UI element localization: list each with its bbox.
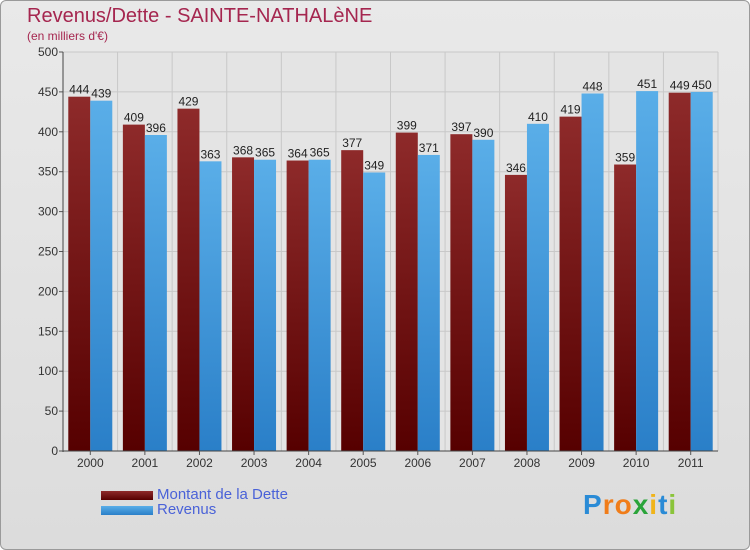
y-tick-label: 200 xyxy=(38,284,58,298)
y-tick-label: 150 xyxy=(38,324,58,338)
bar-revenus xyxy=(254,159,277,452)
data-label-dette: 364 xyxy=(288,147,308,161)
x-tick-label: 2001 xyxy=(132,456,159,470)
bar-revenus xyxy=(199,161,222,452)
x-tick-label: 2011 xyxy=(678,456,704,470)
data-label-revenus: 365 xyxy=(310,146,330,160)
data-label-revenus: 365 xyxy=(255,146,275,160)
bars xyxy=(68,91,713,452)
bar-dette xyxy=(341,150,364,452)
y-tick-label: 500 xyxy=(38,45,58,59)
bar-dette xyxy=(395,132,418,451)
bar-dette xyxy=(286,160,309,451)
grid xyxy=(62,51,719,452)
legend-label-revenus: Revenus xyxy=(157,501,217,518)
bar-dette xyxy=(177,108,200,452)
bar-dette xyxy=(450,134,473,451)
x-tick-label: 2004 xyxy=(295,456,322,470)
logo-letter: x xyxy=(632,489,650,520)
data-label-dette: 399 xyxy=(397,119,417,133)
bar-revenus xyxy=(417,154,440,451)
y-tick-label: 400 xyxy=(38,125,58,139)
y-tick-label: 450 xyxy=(38,85,58,99)
data-label-revenus: 349 xyxy=(364,158,384,172)
bar-revenus xyxy=(90,100,113,451)
bar-dette xyxy=(68,96,91,452)
data-label-dette: 359 xyxy=(615,151,635,165)
bar-dette xyxy=(614,164,637,451)
data-label-revenus: 363 xyxy=(200,147,220,161)
x-tick-label: 2009 xyxy=(568,456,595,470)
bar-revenus xyxy=(690,91,713,452)
logo-letter: r xyxy=(602,489,615,520)
x-tick-label: 2008 xyxy=(514,456,541,470)
bar-revenus xyxy=(581,93,604,451)
proxiti-logo: Proxiti xyxy=(583,489,677,521)
x-tick-label: 2002 xyxy=(186,456,213,470)
bar-revenus xyxy=(636,91,659,452)
data-label-revenus: 439 xyxy=(91,87,111,101)
logo-letter: t xyxy=(658,489,669,520)
data-label-dette: 429 xyxy=(178,95,198,109)
data-label-revenus: 450 xyxy=(692,78,712,92)
logo-letter: i xyxy=(668,489,678,520)
y-tick-label: 300 xyxy=(38,205,58,219)
data-label-dette: 397 xyxy=(451,120,471,134)
logo-letter: i xyxy=(649,489,659,520)
data-label-dette: 444 xyxy=(69,83,89,97)
chart-subtitle: (en milliers d'€) xyxy=(27,29,108,43)
data-label-dette: 449 xyxy=(670,79,690,93)
x-tick-label: 2006 xyxy=(404,456,431,470)
data-label-dette: 368 xyxy=(233,143,253,157)
data-label-revenus: 410 xyxy=(528,110,548,124)
bar-dette xyxy=(668,92,691,451)
legend-swatch-dette xyxy=(101,491,153,500)
bar-dette xyxy=(232,157,255,451)
bar-dette xyxy=(559,116,582,451)
x-tick-label: 2005 xyxy=(350,456,377,470)
data-label-dette: 419 xyxy=(561,103,581,117)
bar-revenus xyxy=(526,123,549,451)
data-label-revenus: 371 xyxy=(419,141,439,155)
y-tick-label: 0 xyxy=(51,444,58,458)
x-tick-label: 2007 xyxy=(459,456,486,470)
bar-revenus xyxy=(363,172,386,452)
y-tick-label: 350 xyxy=(38,165,58,179)
axes: 0 50 100 150 200 250 300 350 400 450 500 2000 2001 20… xyxy=(38,45,718,470)
y-tick-label: 250 xyxy=(38,245,58,259)
bar-dette xyxy=(122,124,145,452)
legend-label-dette: Montant de la Dette xyxy=(157,486,288,503)
data-label-revenus: 451 xyxy=(637,77,657,91)
legend-swatch-revenus xyxy=(101,506,153,515)
logo-letter: P xyxy=(583,489,603,520)
chart-title: Revenus/Dette - SAINTE-NATHALèNE xyxy=(27,5,373,27)
data-label-revenus: 396 xyxy=(146,121,166,135)
data-label-dette: 409 xyxy=(124,111,144,125)
bar-dette xyxy=(504,174,527,451)
data-label-revenus: 390 xyxy=(473,126,493,140)
x-tick-label: 2000 xyxy=(77,456,104,470)
bar-revenus xyxy=(144,134,167,451)
logo-letter: o xyxy=(614,489,633,520)
x-tick-label: 2010 xyxy=(623,456,650,470)
y-tick-label: 100 xyxy=(38,364,58,378)
data-label-dette: 377 xyxy=(342,136,362,150)
data-label-dette: 346 xyxy=(506,161,526,175)
data-label-revenus: 448 xyxy=(583,79,603,93)
y-tick-label: 50 xyxy=(45,404,59,418)
bar-revenus xyxy=(472,139,495,451)
x-tick-label: 2003 xyxy=(241,456,268,470)
bar-revenus xyxy=(308,159,331,452)
